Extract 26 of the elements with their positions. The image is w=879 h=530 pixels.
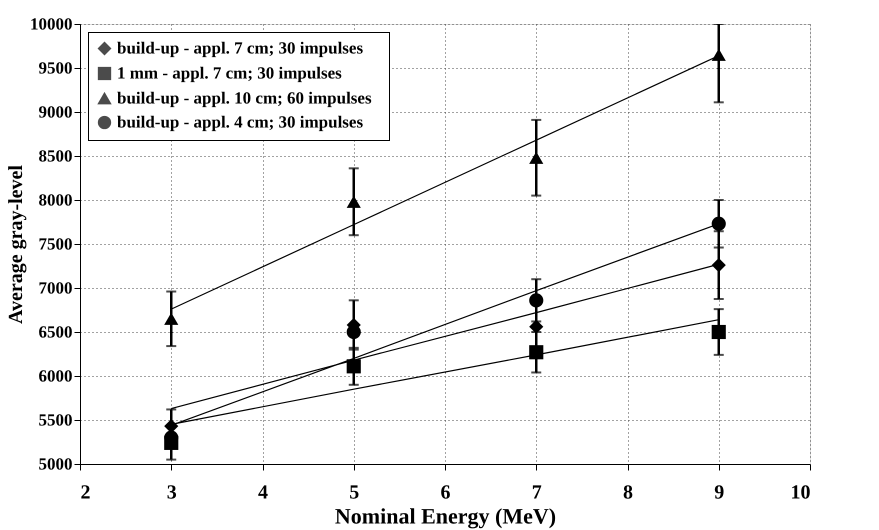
x-tick-label: 9 (714, 482, 724, 504)
x-tick-label: 8 (623, 482, 633, 504)
legend-label: build-up - appl. 4 cm; 30 impulses (117, 112, 364, 132)
y-tick-label: 5500 (38, 410, 72, 430)
x-tick-label: 3 (166, 482, 177, 504)
legend-label: build-up - appl. 7 cm; 30 impulses (117, 38, 364, 58)
y-tick-label: 10000 (30, 14, 72, 34)
y-tick-label: 9500 (38, 58, 72, 78)
y-tick-label: 8000 (38, 190, 72, 210)
y-axis-title: Average gray-level (5, 164, 27, 324)
x-tick-label: 4 (258, 482, 268, 504)
legend-label: build-up - appl. 10 cm; 60 impulses (117, 88, 372, 108)
x-tick-label: 2 (80, 482, 90, 504)
x-tick-label: 6 (440, 482, 450, 504)
y-tick-label: 5000 (38, 454, 72, 474)
x-tick-label: 10 (790, 482, 810, 504)
y-tick-label: 7000 (38, 278, 72, 298)
y-tick-label: 6000 (38, 366, 72, 386)
y-tick-label: 8500 (38, 146, 72, 166)
x-axis-title: Nominal Energy (MeV) (334, 504, 556, 528)
legend-label: 1 mm - appl. 7 cm; 30 impulses (117, 64, 342, 82)
y-tick-label: 9000 (38, 102, 72, 122)
x-tick-label: 7 (532, 482, 542, 504)
y-tick-label: 6500 (38, 322, 72, 342)
x-tick-label: 5 (349, 482, 360, 504)
y-tick-label: 7500 (38, 234, 72, 254)
